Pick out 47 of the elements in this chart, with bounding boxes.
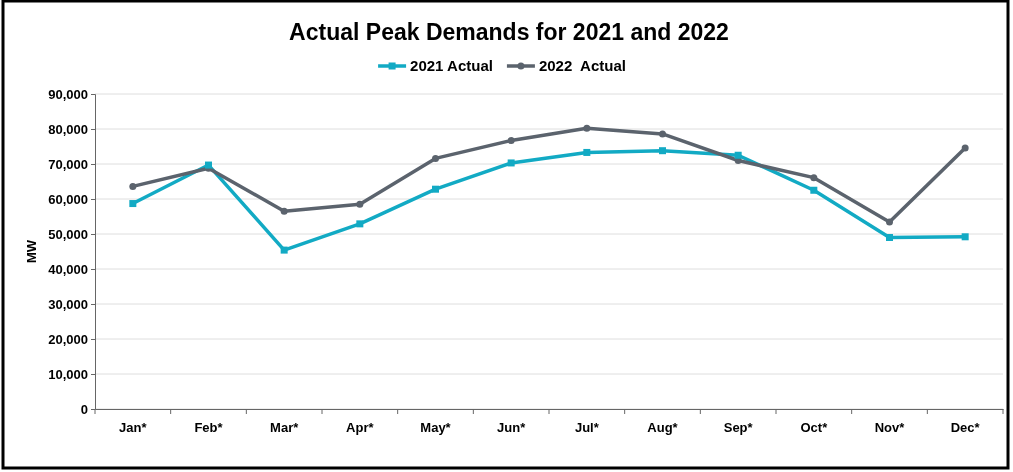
- y-tick-label: 60,000: [48, 191, 88, 207]
- x-tick-label: Apr*: [346, 420, 375, 436]
- point: [356, 220, 364, 228]
- x-tick-label: Jan*: [119, 420, 148, 436]
- x-tick-label: Jul*: [574, 420, 600, 436]
- x-tick-label: Dec*: [950, 420, 981, 436]
- point: [583, 124, 591, 132]
- y-tick-label: 10,000: [48, 366, 88, 382]
- x-tick-label: Oct*: [800, 420, 829, 436]
- y-axis-title: MW: [24, 239, 39, 264]
- legend-label: 2021 Actual: [410, 57, 493, 74]
- x-tick-label: Aug*: [647, 420, 679, 436]
- x-tick-label: Sep*: [723, 420, 754, 436]
- point: [961, 144, 969, 152]
- point: [659, 130, 666, 138]
- point: [886, 218, 893, 226]
- x-tick-label: Feb*: [194, 420, 224, 436]
- y-tick-label: 80,000: [48, 121, 88, 137]
- point: [734, 151, 742, 159]
- point: [810, 186, 818, 194]
- chart-title: Actual Peak Demands for 2021 and 2022: [289, 19, 729, 45]
- point: [507, 137, 515, 145]
- x-tick-label: Nov*: [874, 420, 906, 436]
- y-tick-label: 70,000: [48, 156, 88, 172]
- x-tick-label: Mar*: [270, 420, 300, 436]
- y-tick-label: 50,000: [48, 226, 88, 242]
- point: [507, 159, 515, 167]
- y-tick-label: 40,000: [48, 261, 88, 277]
- point: [432, 154, 439, 162]
- legend-label: 2022 Actual: [538, 57, 626, 74]
- y-tick-label: 0: [80, 401, 88, 417]
- x-tick-label: Jun*: [497, 420, 527, 436]
- point: [129, 182, 137, 190]
- x-tick-label: May*: [420, 420, 452, 436]
- point: [280, 246, 288, 254]
- point: [129, 200, 137, 208]
- point: [659, 147, 666, 155]
- point: [583, 148, 591, 156]
- point: [356, 200, 364, 208]
- y-tick-label: 30,000: [48, 296, 88, 312]
- point: [432, 185, 439, 193]
- point: [810, 174, 818, 182]
- y-tick-label: 20,000: [48, 331, 88, 347]
- y-tick-label: 90,000: [48, 86, 88, 102]
- point: [886, 234, 893, 241]
- point: [280, 207, 288, 215]
- point: [961, 233, 969, 241]
